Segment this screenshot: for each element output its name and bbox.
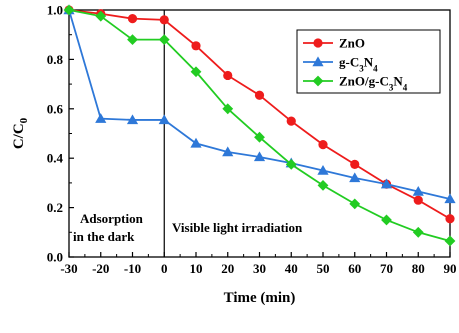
legend-label-part: ZnO/g-C (339, 74, 389, 89)
series-3-point (222, 103, 234, 115)
series-1-point (223, 70, 233, 81)
series-3-point (158, 34, 170, 46)
legend-marker (313, 38, 323, 48)
legend-label: ZnO/g-C3N4 (339, 74, 408, 93)
y-axis-title: C/C0 (11, 117, 30, 149)
legend-entry-2: g-C3N4 (303, 55, 378, 74)
x-tick-label: -30 (60, 261, 77, 276)
x-tick-label: 30 (253, 261, 266, 276)
series-1-point (159, 15, 169, 25)
series-2 (63, 4, 456, 204)
legend-label-part: N (393, 74, 403, 89)
legend-marker (312, 75, 324, 87)
series-2-point (412, 185, 424, 196)
x-tick-label: 50 (317, 261, 330, 276)
series-1-point (127, 14, 138, 24)
legend-label-subscript: 4 (403, 83, 408, 93)
y-axis-title-main: C/C (11, 123, 27, 149)
x-tick-label: 80 (412, 261, 425, 276)
series-1-point (286, 116, 296, 126)
x-tick-label: -10 (124, 261, 141, 276)
y-axis-title-subscript: 0 (18, 117, 30, 123)
series-2-point (126, 114, 139, 125)
series-3-point (95, 10, 107, 22)
series-3-point (381, 214, 392, 226)
x-tick-label: 10 (190, 261, 203, 276)
series-3-point (285, 158, 297, 170)
legend-label-subscript: 3 (359, 64, 364, 74)
series-3-point (127, 34, 138, 46)
series-2-point (222, 146, 234, 157)
x-tick-label: 40 (285, 261, 298, 276)
legend-entry-3: ZnO/g-C3N4 (303, 74, 408, 93)
series-layer (63, 4, 456, 247)
series-1-point (445, 214, 455, 224)
legend-label: ZnO (339, 36, 365, 51)
series-2-point (380, 178, 393, 189)
series-3-point (349, 198, 361, 210)
x-axis-title: Time (min) (224, 290, 296, 306)
series-2-point (190, 137, 202, 148)
series-3-point (444, 235, 456, 247)
series-1-point (350, 159, 360, 169)
y-tick-label: 0.4 (47, 151, 64, 166)
annotation-visible-light: Visible light irradiation (172, 220, 303, 235)
y-tick-label: 0.2 (47, 200, 63, 215)
annotation-in-the-dark: in the dark (73, 229, 135, 244)
legend-label: g-C3N4 (339, 55, 378, 74)
series-2-point (95, 113, 107, 123)
legend-entry-1: ZnO (303, 36, 365, 51)
x-tick-label: 20 (221, 261, 234, 276)
x-tick-label: -20 (92, 261, 109, 276)
y-tick-label: 1.0 (47, 3, 63, 18)
series-3-point (317, 179, 329, 191)
series-3 (63, 4, 456, 247)
y-tick-label: 0.6 (47, 101, 64, 116)
x-tick-label: 90 (444, 261, 457, 276)
x-tick-label: 60 (348, 261, 361, 276)
legend-label-part: N (364, 55, 374, 70)
x-tick-label: 70 (380, 261, 393, 276)
legend-marker (312, 56, 324, 67)
series-1-point (318, 140, 328, 150)
series-1-point (191, 41, 201, 51)
series-3-point (412, 226, 424, 238)
legend-label-part: g-C (339, 55, 359, 70)
series-3-point (190, 66, 202, 78)
series-2-point (158, 114, 170, 125)
y-tick-label: 0.8 (47, 52, 64, 67)
y-tick-label: 0.0 (47, 250, 63, 265)
series-3-point (254, 131, 265, 143)
series-3-point (63, 4, 75, 16)
series-2-point (349, 172, 361, 183)
x-tick-label: 0 (161, 261, 168, 276)
axis-ticks-layer: -30 -20 -10 0 10 20 30 40 50 60 70 80 90 0.0 0.2 0.4 0.6… (47, 3, 457, 277)
legend-label-subscript: 4 (373, 64, 378, 74)
series-2-point (253, 151, 266, 162)
series-1-point (413, 195, 423, 205)
series-2-point (444, 193, 456, 204)
annotation-adsorption: Adsorption (80, 211, 144, 226)
series-2-point (317, 164, 329, 175)
series-1-point (254, 90, 265, 100)
legend-label-subscript: 3 (389, 83, 394, 93)
